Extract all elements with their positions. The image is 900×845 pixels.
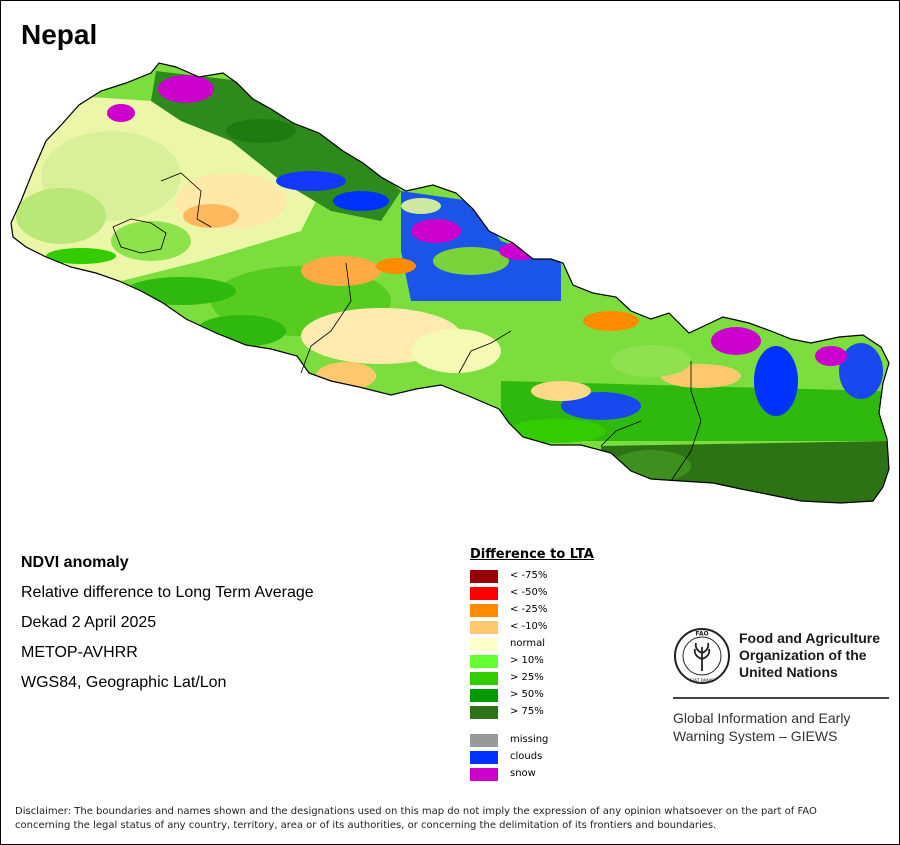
legend-swatch (470, 751, 498, 764)
legend-swatch (470, 587, 498, 600)
legend-item: > 25% (470, 670, 594, 687)
ndvi-anomaly-map (10, 62, 890, 504)
legend-label: < -25% (510, 604, 548, 615)
legend-classes: < -75% < -50% < -25% < -10% normal > 10%… (470, 568, 594, 721)
legend-swatch (470, 768, 498, 781)
legend-label: normal (510, 638, 546, 649)
map-info-block: NDVI anomaly Relative difference to Long… (21, 551, 314, 701)
divider (673, 697, 889, 699)
fao-name-line: Organization of the (739, 647, 867, 663)
legend-item: < -75% (470, 568, 594, 585)
legend-label: missing (510, 734, 549, 745)
legend-item: > 50% (470, 687, 594, 704)
legend-label: < -50% (510, 587, 548, 598)
map-title: Nepal (21, 19, 98, 50)
legend-extra-item: missing (470, 732, 594, 749)
legend-swatch (470, 655, 498, 668)
map-legend: Difference to LTA < -75% < -50% < -25% <… (470, 547, 594, 783)
ndvi-raster (11, 63, 889, 503)
fao-name: Food and Agriculture Organization of the… (739, 630, 899, 681)
legend-extra-classes: missing clouds snow (470, 732, 594, 783)
legend-label: clouds (510, 751, 543, 762)
fao-logo-text: FAO (695, 631, 708, 638)
product-date: Dekad 2 April 2025 (21, 614, 157, 631)
legend-swatch (470, 604, 498, 617)
legend-item: normal (470, 636, 594, 653)
legend-item: > 10% (470, 653, 594, 670)
giews-name: Global Information and Early Warning Sys… (673, 709, 893, 745)
fao-logo-icon: FAO FIAT PANIS (674, 628, 730, 684)
legend-item: < -25% (470, 602, 594, 619)
fao-name-line: Food and Agriculture (739, 630, 881, 646)
giews-line: Global Information and Early (673, 710, 851, 726)
product-projection: WGS84, Geographic Lat/Lon (21, 674, 227, 691)
legend-swatch (470, 734, 498, 747)
legend-item: < -10% (470, 619, 594, 636)
legend-swatch (470, 621, 498, 634)
legend-label: snow (510, 768, 536, 779)
product-description: Relative difference to Long Term Average (21, 584, 314, 601)
product-sensor: METOP-AVHRR (21, 644, 138, 661)
province-boundaries (112, 172, 702, 482)
legend-label: > 10% (510, 655, 544, 666)
legend-swatch (470, 638, 498, 651)
legend-swatch (470, 689, 498, 702)
giews-line: Warning System – GIEWS (673, 728, 838, 744)
legend-item: < -50% (470, 585, 594, 602)
legend-extra-item: snow (470, 766, 594, 783)
legend-extra-item: clouds (470, 749, 594, 766)
legend-label: > 75% (510, 706, 544, 717)
legend-title: Difference to LTA (470, 547, 594, 562)
legend-swatch (470, 706, 498, 719)
legend-swatch (470, 672, 498, 685)
legend-label: > 25% (510, 672, 544, 683)
legend-label: < -75% (510, 570, 548, 581)
legend-label: < -10% (510, 621, 548, 632)
legend-label: > 50% (510, 689, 544, 700)
fao-name-line: United Nations (739, 664, 838, 680)
product-title: NDVI anomaly (21, 554, 129, 571)
legend-item: > 75% (470, 704, 594, 721)
disclaimer-text: Disclaimer: The boundaries and names sho… (15, 806, 817, 831)
legend-swatch (470, 570, 498, 583)
fao-logo-motto: FIAT PANIS (690, 678, 714, 684)
